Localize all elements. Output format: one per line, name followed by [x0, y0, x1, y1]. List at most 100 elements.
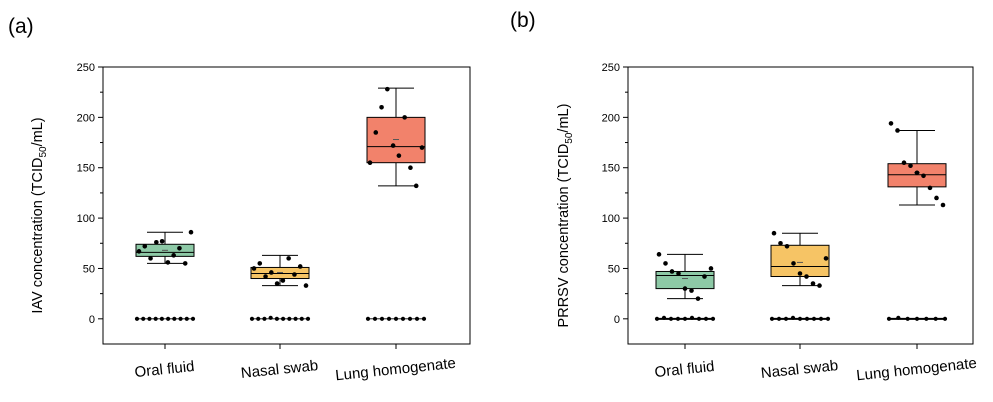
zero-point: [274, 316, 279, 321]
data-point: [251, 266, 257, 271]
zero-point: [166, 316, 171, 321]
zero-point: [172, 316, 177, 321]
y-tick-label: 0: [89, 314, 95, 326]
zero-point: [804, 316, 810, 321]
zero-point: [268, 315, 273, 320]
data-point: [292, 272, 297, 277]
data-point: [367, 160, 373, 165]
y-axis-title-prefix: PRRSV concentration (TCID: [556, 144, 572, 328]
zero-point: [783, 316, 789, 321]
zero-point: [797, 316, 803, 321]
zero-point: [703, 316, 709, 321]
zero-point: [668, 316, 674, 321]
box-iqr: [655, 270, 715, 290]
y-tick-label: 100: [77, 213, 95, 225]
x-category-label: Oral fluid: [134, 358, 195, 381]
zero-point: [134, 316, 140, 321]
box-oral-fluid: Oral fluid: [654, 252, 715, 381]
y-tick-label: 200: [602, 112, 620, 124]
data-point: [171, 253, 176, 258]
zero-point: [141, 316, 146, 321]
data-point: [940, 202, 946, 208]
zero-point: [818, 316, 824, 321]
zero-point: [710, 316, 716, 321]
zero-point: [293, 316, 298, 321]
data-point: [286, 256, 291, 261]
zero-point: [790, 315, 796, 320]
zero-point: [249, 316, 255, 321]
data-point: [182, 261, 188, 266]
data-point: [297, 264, 303, 269]
y-axis-title-subscript: 50: [564, 132, 575, 144]
zero-point: [178, 316, 183, 321]
data-point: [396, 153, 402, 158]
data-point: [823, 256, 829, 261]
zero-point: [689, 315, 695, 320]
y-tick-label: 250: [77, 62, 95, 74]
box-iqr: [366, 116, 426, 164]
data-point: [778, 240, 783, 246]
zero-point: [682, 316, 688, 321]
zero-point: [386, 316, 392, 321]
data-point: [379, 104, 384, 110]
data-point: [702, 274, 707, 279]
y-tick-label: 150: [77, 163, 95, 175]
zero-point: [190, 316, 196, 321]
data-point: [895, 128, 900, 133]
data-point: [663, 261, 668, 266]
data-point: [804, 274, 809, 279]
x-category-label: Nasal swab: [760, 357, 839, 382]
zero-point: [153, 316, 158, 321]
data-point: [695, 296, 701, 301]
data-point: [188, 229, 194, 235]
box-lung-homogenate: Lung homogenate: [335, 86, 457, 385]
x-category-label: Nasal swab: [240, 357, 319, 382]
x-category-label: Lung homogenate: [335, 355, 457, 385]
panel-label: (b): [510, 9, 536, 32]
zero-point: [914, 316, 920, 321]
y-tick-label: 50: [83, 263, 95, 275]
data-point: [669, 269, 675, 274]
y-axis-title: IAV concentration (TCID50/mL): [30, 117, 49, 313]
zero-point: [696, 316, 702, 321]
zero-point: [256, 316, 261, 321]
zero-point: [147, 316, 152, 321]
data-point: [784, 243, 790, 249]
data-point: [136, 249, 142, 254]
zero-point: [372, 316, 378, 321]
data-point: [148, 256, 153, 261]
zero-point: [281, 316, 286, 321]
zero-point: [654, 316, 660, 321]
x-category-label: Oral fluid: [654, 358, 715, 381]
zero-point: [414, 316, 420, 321]
x-category-label: Lung homogenate: [856, 355, 978, 385]
data-point: [402, 115, 407, 120]
data-point: [303, 283, 309, 288]
data-point: [373, 130, 379, 135]
box-oral-fluid: Oral fluid: [134, 229, 196, 381]
zero-point: [933, 316, 938, 321]
y-tick-label: 150: [602, 163, 620, 175]
box-nasal-swab: Nasal swab: [760, 230, 839, 382]
zero-point: [825, 316, 831, 321]
data-point: [177, 246, 182, 251]
y-tick-label: 250: [602, 62, 620, 74]
data-point: [676, 271, 681, 276]
data-point: [934, 195, 939, 201]
chart-panel-a: (a) 0 50 100 150 200 250 IAV concentration (TCI…: [8, 15, 471, 385]
zero-point: [811, 316, 817, 321]
zero-point: [407, 316, 413, 321]
data-point: [771, 230, 777, 236]
box-iqr: [250, 266, 310, 280]
data-point: [165, 260, 171, 265]
data-point: [408, 165, 413, 171]
data-point: [413, 183, 419, 189]
data-point: [656, 252, 662, 257]
data-point: [689, 288, 694, 293]
data-point: [419, 145, 425, 150]
zero-point: [159, 316, 164, 321]
plot-frame: [627, 66, 974, 345]
zero-point: [905, 316, 910, 321]
y-axis-title-prefix: IAV concentration (TCID: [30, 158, 46, 314]
zero-point: [184, 316, 189, 321]
